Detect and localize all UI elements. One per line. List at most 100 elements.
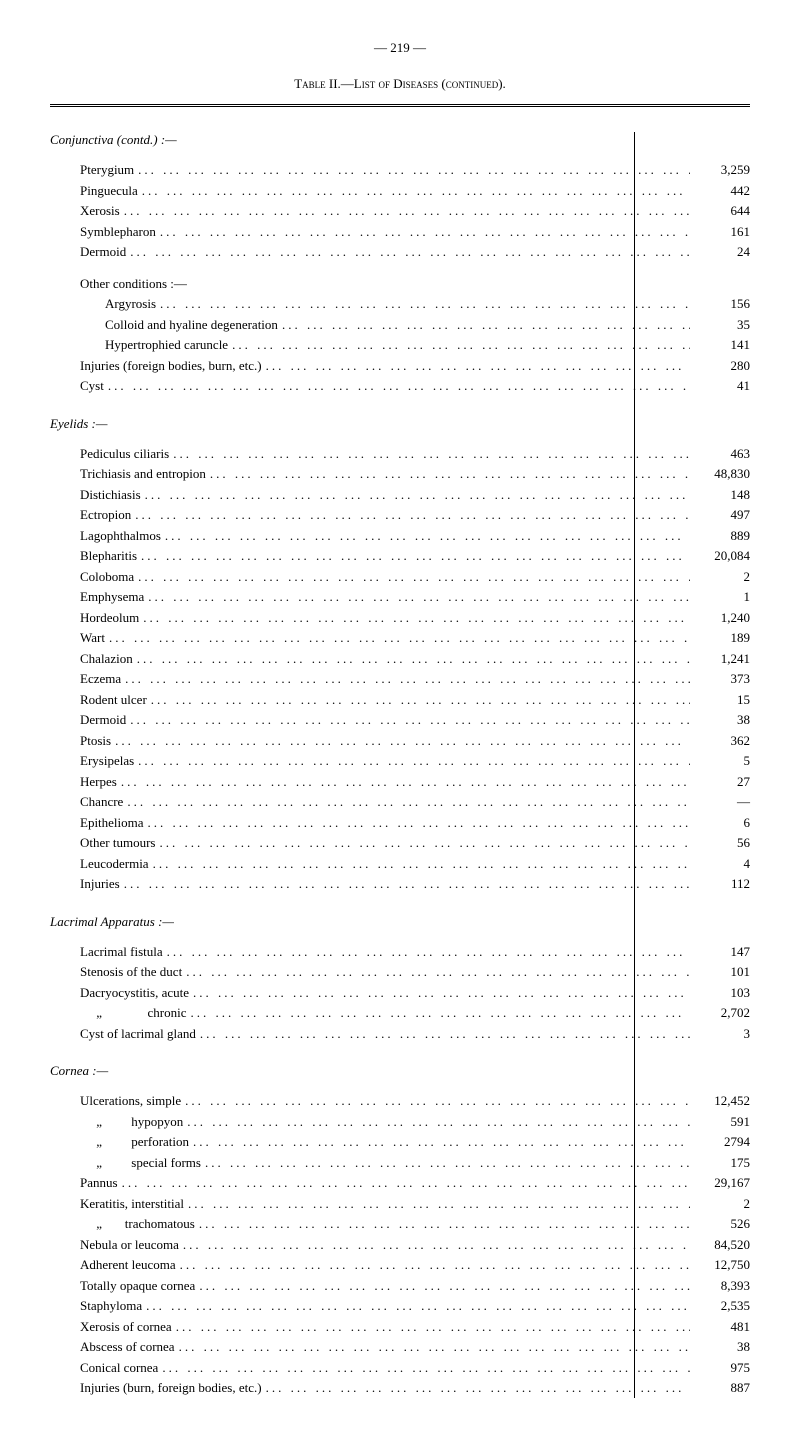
leader-dots: ... ... ... ... ... ... ... ... ... ... … — [169, 444, 690, 464]
leader-dots: ... ... ... ... ... ... ... ... ... ... … — [176, 1255, 690, 1275]
row-label: Chalazion — [50, 649, 133, 669]
row-value: 112 — [690, 874, 750, 894]
row-label: Xerosis — [50, 201, 120, 221]
row-value: 27 — [690, 772, 750, 792]
row-value: 156 — [690, 294, 750, 314]
row-label: Stenosis of the duct — [50, 962, 182, 982]
row-label: Hypertrophied caruncle — [50, 335, 228, 355]
row-value: 463 — [690, 444, 750, 464]
leader-dots: ... ... ... ... ... ... ... ... ... ... … — [123, 792, 690, 812]
row-label: Pterygium — [50, 160, 134, 180]
row-label: Herpes — [50, 772, 117, 792]
content-area: Conjunctiva (contd.) :—Pterygium... ... … — [50, 132, 750, 1398]
table-row: Ptosis... ... ... ... ... ... ... ... ..… — [50, 731, 750, 751]
row-value: 48,830 — [690, 464, 750, 484]
table-row: Argyrosis... ... ... ... ... ... ... ...… — [50, 294, 750, 314]
row-label: Pinguecula — [50, 181, 138, 201]
table-row: Hordeolum... ... ... ... ... ... ... ...… — [50, 608, 750, 628]
leader-dots: ... ... ... ... ... ... ... ... ... ... … — [181, 1091, 690, 1111]
table-row: Blepharitis... ... ... ... ... ... ... .… — [50, 546, 750, 566]
table-row: Eczema... ... ... ... ... ... ... ... ..… — [50, 669, 750, 689]
row-label: „ perforation — [50, 1132, 189, 1152]
row-label: Other conditions :— — [50, 274, 187, 294]
table-row: Emphysema... ... ... ... ... ... ... ...… — [50, 587, 750, 607]
row-value: 161 — [690, 222, 750, 242]
leader-dots: ... ... ... ... ... ... ... ... ... ... … — [196, 1024, 690, 1044]
row-value: 442 — [690, 181, 750, 201]
table-row: „ trachomatous... ... ... ... ... ... ..… — [50, 1214, 750, 1234]
leader-dots: ... ... ... ... ... ... ... ... ... ... … — [120, 201, 690, 221]
table-row: Staphyloma... ... ... ... ... ... ... ..… — [50, 1296, 750, 1316]
row-label: Cyst of lacrimal gland — [50, 1024, 196, 1044]
leader-dots: ... ... ... ... ... ... ... ... ... ... … — [156, 222, 690, 242]
table-row: Lacrimal fistula... ... ... ... ... ... … — [50, 942, 750, 962]
leader-dots: ... ... ... ... ... ... ... ... ... ... … — [141, 485, 690, 505]
row-label: Staphyloma — [50, 1296, 142, 1316]
leader-dots: ... ... ... ... ... ... ... ... ... ... … — [189, 983, 690, 1003]
table-row: Dermoid... ... ... ... ... ... ... ... .… — [50, 242, 750, 262]
row-value: 481 — [690, 1317, 750, 1337]
row-label: Keratitis, interstitial — [50, 1194, 184, 1214]
row-label: Blepharitis — [50, 546, 137, 566]
row-value: 147 — [690, 942, 750, 962]
table-row: Epithelioma... ... ... ... ... ... ... .… — [50, 813, 750, 833]
row-value: 41 — [690, 376, 750, 396]
leader-dots: ... ... ... ... ... ... ... ... ... ... … — [133, 649, 690, 669]
row-value: 84,520 — [690, 1235, 750, 1255]
row-value: 35 — [690, 315, 750, 335]
table-row — [50, 263, 750, 273]
row-label: Ectropion — [50, 505, 131, 525]
leader-dots: ... ... ... ... ... ... ... ... ... ... … — [104, 376, 690, 396]
leader-dots: ... ... ... ... ... ... ... ... ... ... … — [117, 772, 690, 792]
table-row: „ chronic... ... ... ... ... ... ... ...… — [50, 1003, 750, 1023]
table-row: Conical cornea... ... ... ... ... ... ..… — [50, 1358, 750, 1378]
row-label: Ptosis — [50, 731, 111, 751]
table-row: Dacryocystitis, acute... ... ... ... ...… — [50, 983, 750, 1003]
leader-dots: ... ... ... ... ... ... ... ... ... ... … — [206, 464, 690, 484]
table-row: Dermoid... ... ... ... ... ... ... ... .… — [50, 710, 750, 730]
row-value: 2 — [690, 567, 750, 587]
leader-dots: ... ... ... ... ... ... ... ... ... ... … — [187, 1003, 690, 1023]
table-row: Injuries (foreign bodies, burn, etc.)...… — [50, 356, 750, 376]
row-value: 644 — [690, 201, 750, 221]
leader-dots: ... ... ... ... ... ... ... ... ... ... … — [120, 874, 690, 894]
leader-dots: ... ... ... ... ... ... ... ... ... ... … — [163, 942, 690, 962]
leader-dots: ... ... ... ... ... ... ... ... ... ... … — [179, 1235, 690, 1255]
row-label: Distichiasis — [50, 485, 141, 505]
row-value: 3 — [690, 1024, 750, 1044]
table-row: Other tumours... ... ... ... ... ... ...… — [50, 833, 750, 853]
row-label: „ chronic — [50, 1003, 187, 1023]
sections-container: Conjunctiva (contd.) :—Pterygium... ... … — [50, 132, 750, 1398]
row-value: 362 — [690, 731, 750, 751]
row-label: Leucodermia — [50, 854, 149, 874]
row-value: 38 — [690, 710, 750, 730]
row-value: 1,241 — [690, 649, 750, 669]
table-row: Other conditions :— — [50, 274, 750, 294]
table-row: Wart... ... ... ... ... ... ... ... ... … — [50, 628, 750, 648]
row-value: 38 — [690, 1337, 750, 1357]
table-row: Leucodermia... ... ... ... ... ... ... .… — [50, 854, 750, 874]
row-label: Trichiasis and entropion — [50, 464, 206, 484]
table-row: Ectropion... ... ... ... ... ... ... ...… — [50, 505, 750, 525]
leader-dots: ... ... ... ... ... ... ... ... ... ... … — [262, 1378, 690, 1398]
row-value: 24 — [690, 242, 750, 262]
table-row: Chalazion... ... ... ... ... ... ... ...… — [50, 649, 750, 669]
row-label: Xerosis of cornea — [50, 1317, 172, 1337]
leader-dots: ... ... ... ... ... ... ... ... ... ... … — [149, 854, 690, 874]
row-value: 101 — [690, 962, 750, 982]
leader-dots: ... ... ... ... ... ... ... ... ... ... … — [184, 1194, 690, 1214]
row-value: 4 — [690, 854, 750, 874]
table-row: Lagophthalmos... ... ... ... ... ... ...… — [50, 526, 750, 546]
row-value: 141 — [690, 335, 750, 355]
row-value: 2,535 — [690, 1296, 750, 1316]
leader-dots: ... ... ... ... ... ... ... ... ... ... … — [172, 1317, 690, 1337]
table-row: Trichiasis and entropion... ... ... ... … — [50, 464, 750, 484]
row-label: Colloid and hyaline degeneration — [50, 315, 278, 335]
row-value: 56 — [690, 833, 750, 853]
leader-dots: ... ... ... ... ... ... ... ... ... ... … — [156, 294, 690, 314]
leader-dots: ... ... ... ... ... ... ... ... ... ... … — [126, 242, 690, 262]
table-row: Adherent leucoma... ... ... ... ... ... … — [50, 1255, 750, 1275]
table-row: Colloid and hyaline degeneration... ... … — [50, 315, 750, 335]
leader-dots: ... ... ... ... ... ... ... ... ... ... … — [278, 315, 690, 335]
row-label: Rodent ulcer — [50, 690, 147, 710]
